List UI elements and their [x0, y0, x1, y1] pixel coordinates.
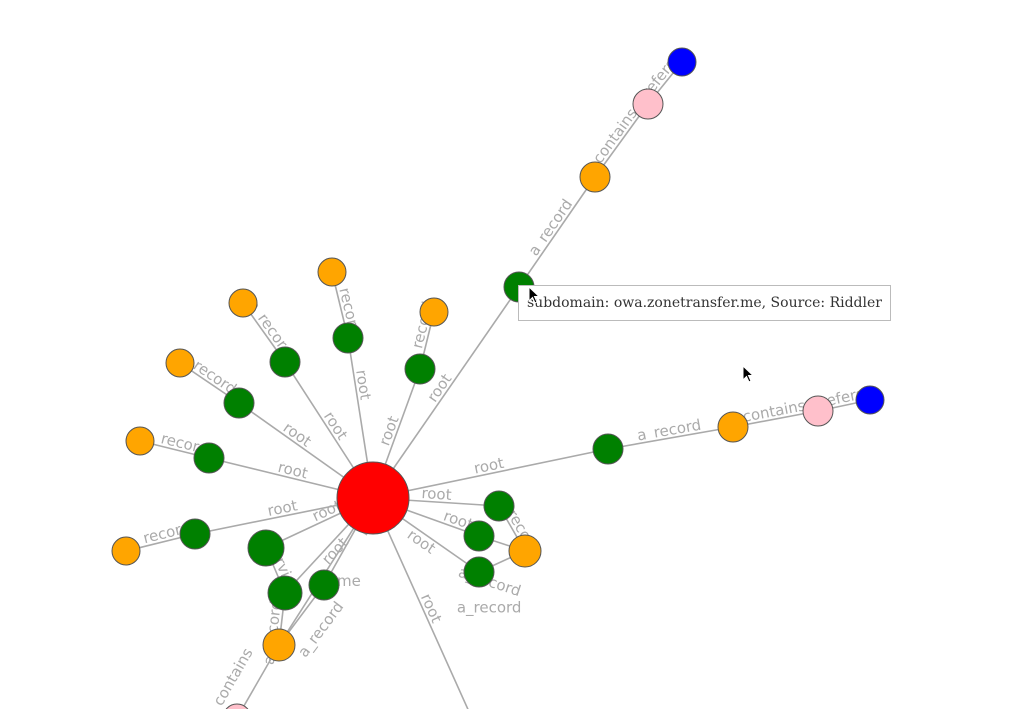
edge-label: contains	[589, 105, 641, 167]
ip-node[interactable]	[579, 161, 611, 193]
mouse-pointer-icon	[528, 286, 540, 304]
network-node[interactable]	[802, 395, 834, 427]
ip-node[interactable]	[508, 534, 542, 568]
root-node[interactable]	[336, 461, 410, 535]
subdomain-node[interactable]	[247, 529, 285, 567]
subdomain-node[interactable]	[223, 387, 255, 419]
edge-labels-layer: roota_recordcontainsrefersroota_recordco…	[125, 55, 866, 709]
asn-node[interactable]	[855, 385, 885, 415]
edge-label: a_record	[636, 416, 703, 446]
edge-a_record	[518, 176, 596, 288]
subdomain-node[interactable]	[483, 490, 515, 522]
edge-label: root	[472, 454, 505, 478]
subdomain-node[interactable]	[332, 322, 364, 354]
ip-node[interactable]	[419, 297, 449, 327]
network-node[interactable]	[223, 703, 251, 709]
ip-node[interactable]	[717, 411, 749, 443]
ip-node[interactable]	[317, 257, 347, 287]
edge-label: contains	[741, 396, 807, 425]
edge-label: root	[320, 408, 352, 443]
ip-node[interactable]	[228, 288, 258, 318]
subdomain-node[interactable]	[179, 518, 211, 550]
subdomain-node[interactable]	[463, 556, 495, 588]
subdomain-node[interactable]	[308, 569, 340, 601]
subdomain-node[interactable]	[193, 442, 225, 474]
nodes-layer	[111, 47, 885, 709]
edge-root	[372, 448, 609, 499]
subdomain-node[interactable]	[592, 433, 624, 465]
edge-label: a_record	[457, 598, 522, 617]
edge-label: root	[417, 591, 446, 626]
subdomain-node[interactable]	[267, 575, 303, 611]
node-tooltip: subdomain: owa.zonetransfer.me, Source: …	[518, 285, 891, 321]
mouse-pointer-icon	[742, 365, 754, 383]
edge-label: root	[375, 413, 402, 448]
edge-label: root	[280, 418, 315, 450]
subdomain-node[interactable]	[463, 520, 495, 552]
edge-label: contains	[209, 645, 256, 709]
edge-label: a_record	[525, 196, 577, 260]
ip-node[interactable]	[262, 628, 296, 662]
ip-node[interactable]	[125, 426, 155, 456]
edge-a_record	[607, 426, 734, 450]
subdomain-node[interactable]	[404, 353, 436, 385]
ip-node[interactable]	[165, 348, 195, 378]
asn-node[interactable]	[667, 47, 697, 77]
ip-node[interactable]	[111, 536, 141, 566]
edge-label: root	[276, 458, 310, 483]
subdomain-node[interactable]	[269, 346, 301, 378]
edge-label: root	[421, 484, 452, 504]
edge-root	[372, 286, 520, 499]
network-node[interactable]	[632, 88, 664, 120]
edge-root	[372, 497, 469, 709]
edge-label: root	[404, 526, 439, 558]
edge-label: root	[266, 496, 299, 520]
edge-label: root	[352, 369, 374, 402]
